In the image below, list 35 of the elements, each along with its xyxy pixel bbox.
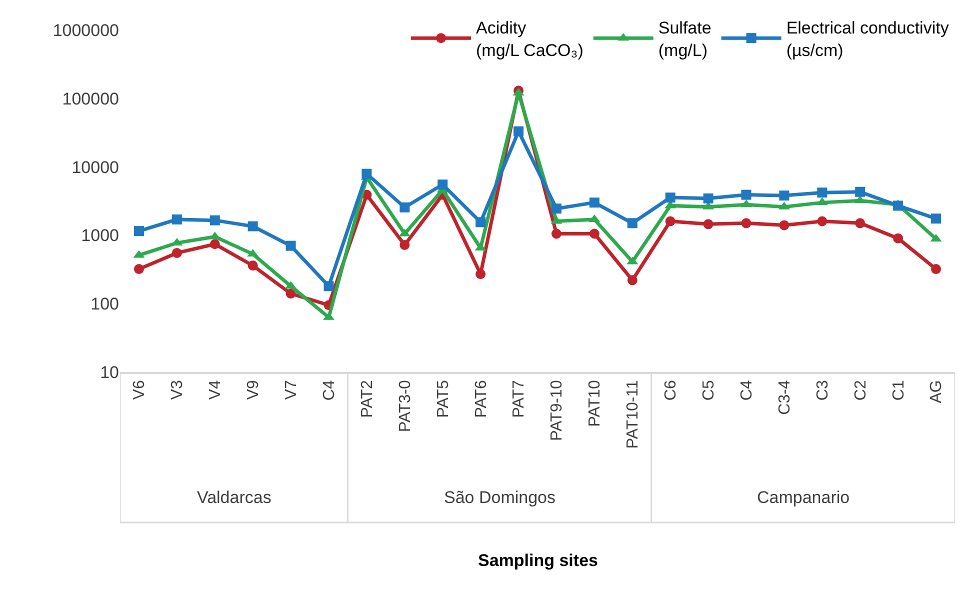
x-tick-label: PAT7 xyxy=(510,380,528,418)
text: Sampling sites xyxy=(478,551,598,570)
y-tick-label: 1000000 xyxy=(52,20,119,40)
x-tick-label: C5 xyxy=(700,380,718,401)
x-tick-label: V7 xyxy=(283,380,300,400)
x-tick-label: C4 xyxy=(320,380,338,401)
x-tick-label: C2 xyxy=(852,380,870,401)
x-tick-label: PAT5 xyxy=(434,380,452,418)
x-tick-label: C1 xyxy=(890,380,908,401)
text: Campanario xyxy=(757,488,850,507)
y-tick-label: 10 xyxy=(100,362,119,382)
x-tick-label: V4 xyxy=(207,380,224,400)
x-tick-label: V6 xyxy=(131,380,148,400)
x-tick-label: C6 xyxy=(662,380,680,401)
x-tick-label: PAT3-0 xyxy=(396,380,414,432)
text: Valdarcas xyxy=(197,488,272,507)
x-tick-label: C3-4 xyxy=(776,380,794,415)
legend-label: Electrical conductivity (µs/cm) xyxy=(786,18,950,60)
legend-label: Sulfate (mg/L) xyxy=(658,18,712,60)
y-tick-label: 100000 xyxy=(62,89,119,108)
legend-label: Acidity (mg/L CaCO₃) xyxy=(476,18,584,60)
x-tick-label: V9 xyxy=(245,380,262,400)
x-tick-label: AG xyxy=(928,380,946,404)
y-tick-label: 100 xyxy=(90,294,119,314)
y-tick-label: 1000 xyxy=(81,226,119,246)
x-tick-label: PAT2 xyxy=(358,380,376,418)
x-tick-label: PAT6 xyxy=(472,380,490,418)
x-tick-label: PAT10 xyxy=(586,380,604,427)
x-tick-label: PAT10-11 xyxy=(624,380,642,449)
text: São Domingos xyxy=(444,488,556,507)
x-tick-label: PAT9-10 xyxy=(548,380,566,441)
x-tick-label: V3 xyxy=(169,380,186,400)
x-tick-label: C4 xyxy=(738,380,756,401)
x-tick-label: C3 xyxy=(814,380,832,401)
y-tick-label: 10000 xyxy=(72,158,119,177)
